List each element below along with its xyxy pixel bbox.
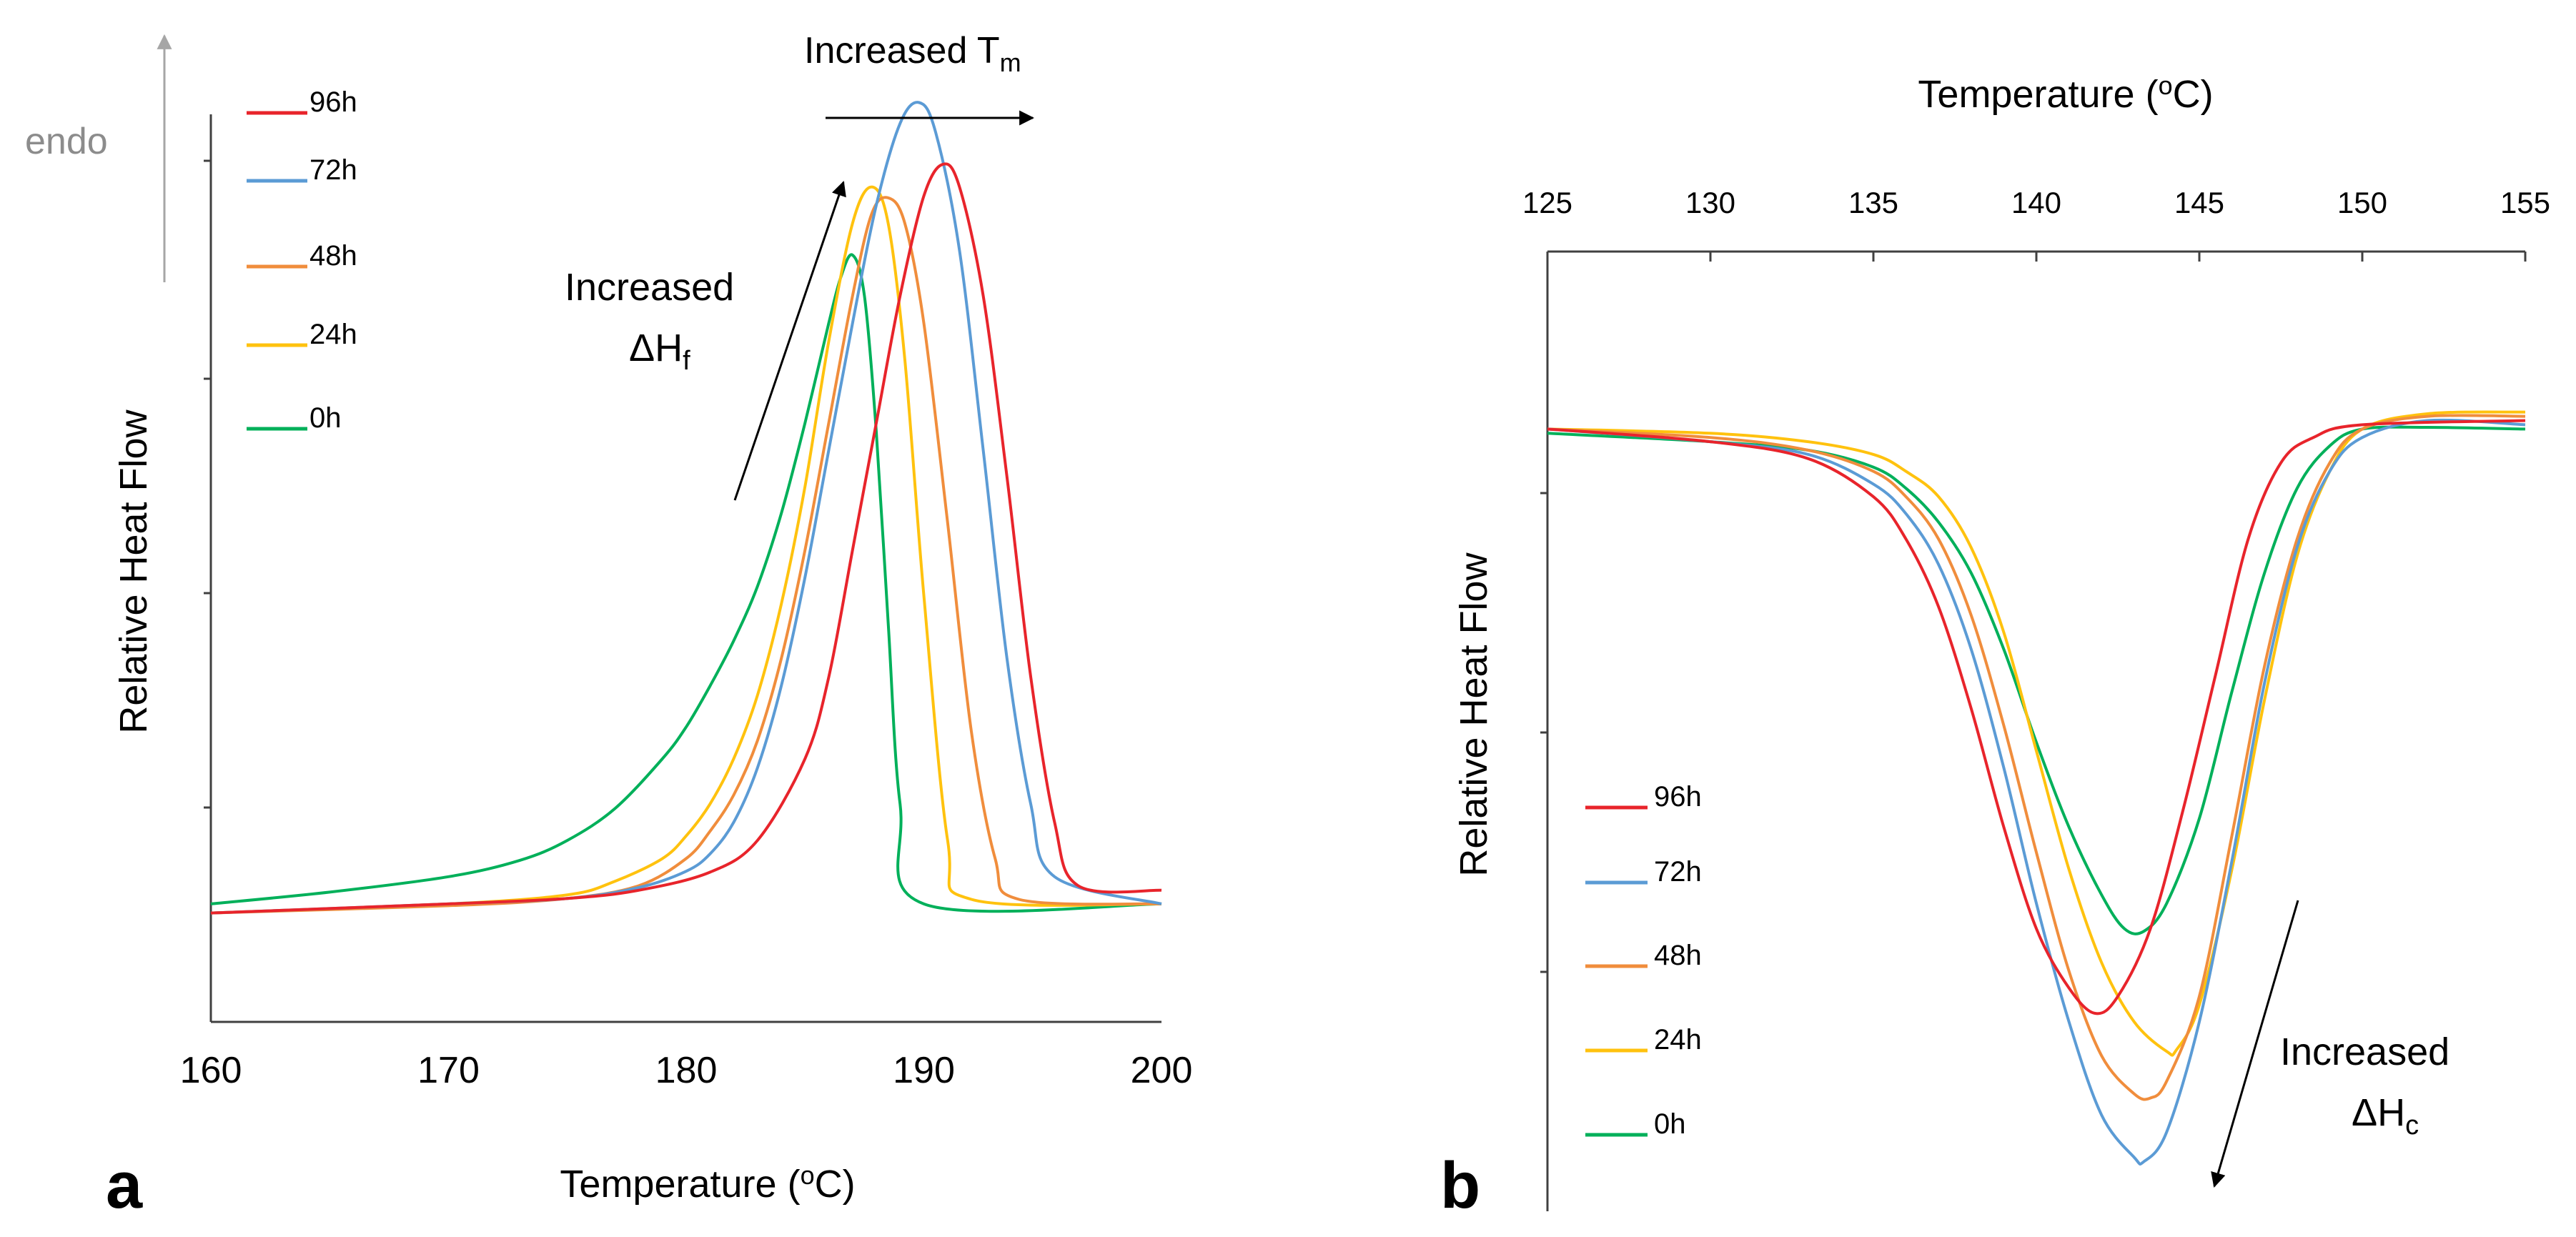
panel-a-curve-96h (210, 162, 1162, 915)
panel-a-y-ticks (204, 159, 211, 809)
panel-a-legend-label: 48h (309, 240, 357, 272)
panel-b-curve-24h (1547, 410, 2526, 1057)
panel-b-y-title: Relative Heat Flow (1452, 552, 1495, 876)
dhf-arrow (733, 181, 846, 501)
dhc-annotation-main: ΔH (2352, 1091, 2405, 1134)
panel-a-y-title: Relative Heat Flow (112, 409, 155, 733)
dhc-annotation-line2: ΔHc (2352, 1091, 2419, 1141)
panel-b-legend-label: 96h (1654, 781, 1702, 813)
panel-b-x-tick-label: 130 (1685, 186, 1735, 219)
panel-b-legend-label: 48h (1654, 940, 1702, 971)
panel-a-curve-72h (210, 101, 1162, 915)
panel-b-x-title-suffix: C) (2173, 73, 2214, 116)
panel-b-legend-label: 0h (1654, 1108, 1686, 1140)
dhf-annotation-main: ΔH (629, 327, 683, 369)
dhc-annotation-sub: c (2405, 1111, 2419, 1141)
panel-b: 125 130 135 140 145 150 155 96h 72h 48h 24h 0h Inc… (1440, 71, 2550, 1222)
panel-a-curves (210, 101, 1162, 915)
panel-b-x-ticks (1546, 252, 2527, 262)
panel-a-legend-label: 24h (309, 319, 357, 350)
panel-b-x-tick-label: 145 (2174, 186, 2224, 219)
panel-b-x-title: Temperature (oC) (1918, 71, 2213, 116)
panel-b-curve-72h (1547, 418, 2526, 1166)
panel-a-x-title: Temperature (oC) (560, 1161, 855, 1206)
tm-annotation-sub: m (1000, 48, 1021, 77)
dhf-annotation-sub: f (683, 346, 690, 376)
panel-b-label: b (1440, 1149, 1480, 1222)
panel-a-legend-label: 72h (309, 154, 357, 186)
panel-b-curves (1547, 410, 2526, 1166)
panel-a-x-title-prefix: Temperature ( (560, 1163, 800, 1206)
panel-a-x-tick-labels: 160 170 180 190 200 (180, 1050, 1193, 1091)
panel-a-x-title-sup: o (801, 1161, 815, 1190)
panel-b-curve-48h (1547, 414, 2526, 1101)
panel-b-curve-0h (1547, 425, 2526, 935)
panel-a-x-title-suffix: C) (815, 1163, 856, 1206)
endo-label: endo (25, 121, 108, 162)
panel-a-legend: 96h 72h 48h 24h 0h (247, 86, 357, 434)
panel-b-legend: 96h 72h 48h 24h 0h (1585, 781, 1702, 1140)
panel-a-legend-label: 0h (309, 402, 342, 434)
tm-annotation-main: Increased T (804, 30, 1000, 71)
panel-b-x-tick-label: 135 (1848, 186, 1898, 219)
tm-annotation: Increased Tm (804, 30, 1021, 77)
panel-b-curve-96h (1547, 419, 2526, 1015)
panel-b-legend-label: 72h (1654, 856, 1702, 888)
panel-a-x-tick-label: 170 (417, 1050, 480, 1091)
panel-a-curve-0h (210, 253, 1162, 913)
panel-a-legend-label: 96h (309, 86, 357, 118)
dhf-annotation-line1: Increased (565, 266, 734, 309)
panel-b-x-tick-label: 125 (1522, 186, 1572, 219)
panel-b-x-title-sup: o (2159, 71, 2173, 100)
panel-b-x-tick-labels: 125 130 135 140 145 150 155 (1522, 186, 2550, 219)
panel-a-x-tick-label: 160 (180, 1050, 242, 1091)
panel-b-legend-label: 24h (1654, 1024, 1702, 1055)
panel-a-curve-24h (210, 185, 1162, 915)
panel-a-x-tick-label: 200 (1131, 1050, 1193, 1091)
panel-a: endo 160 170 180 190 200 96h 72h 48h 24h 0h Incr… (25, 30, 1192, 1222)
panel-b-y-ticks (1540, 492, 1547, 973)
panel-b-x-title-prefix: Temperature ( (1918, 73, 2158, 116)
dhf-annotation-line2: ΔHf (629, 327, 690, 376)
panel-b-x-tick-label: 140 (2011, 186, 2061, 219)
panel-a-x-tick-label: 180 (655, 1050, 718, 1091)
panel-a-x-tick-label: 190 (893, 1050, 955, 1091)
dhc-arrow (2211, 900, 2299, 1188)
dhc-annotation-line1: Increased (2280, 1030, 2449, 1073)
panel-a-label: a (106, 1149, 143, 1222)
panel-b-x-tick-label: 150 (2337, 186, 2387, 219)
panel-b-x-tick-label: 155 (2500, 186, 2550, 219)
